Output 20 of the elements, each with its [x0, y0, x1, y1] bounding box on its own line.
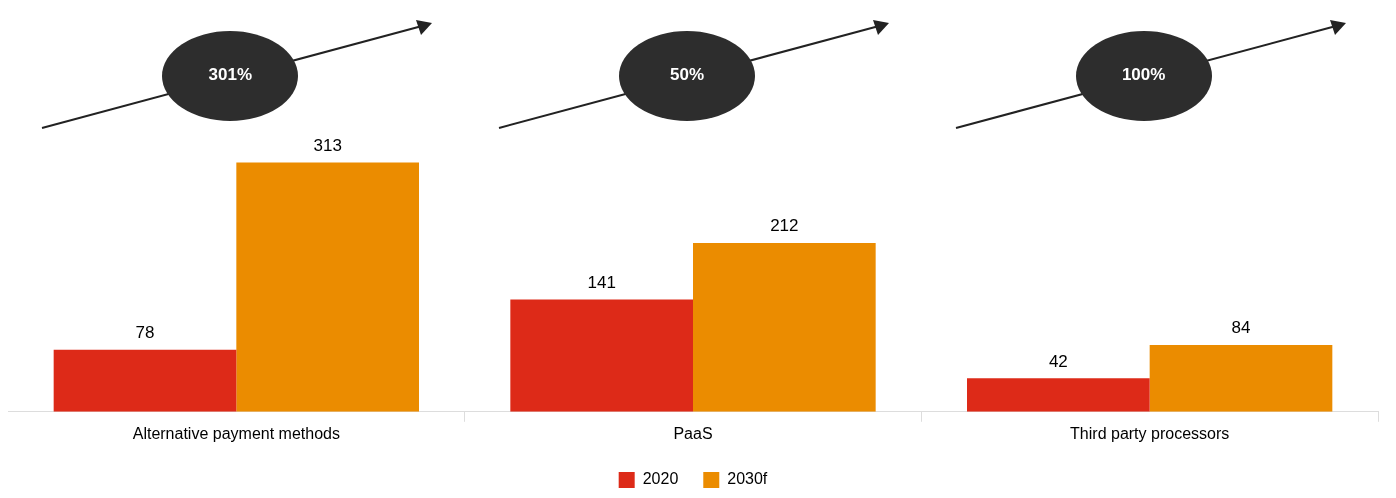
bar	[693, 242, 876, 412]
text: 50%	[669, 65, 705, 85]
data-label: 212	[770, 216, 799, 236]
data-label: 141	[587, 272, 616, 292]
legend-label: 2020	[642, 470, 679, 488]
bar	[510, 299, 693, 412]
data-label: 313	[313, 135, 342, 155]
text: 100%	[1120, 65, 1167, 85]
data-label: 84	[1231, 318, 1251, 338]
x-tick-label: Alternative payment methods	[132, 424, 340, 442]
bar	[53, 349, 237, 412]
data-label: 78	[135, 322, 155, 342]
x-tick-label: Third party processors	[1070, 424, 1230, 442]
bar	[967, 378, 1150, 412]
legend-label: 2030f	[727, 470, 768, 488]
bar	[236, 162, 419, 412]
x-tick-label: PaaS	[673, 424, 713, 442]
text: 301%	[207, 65, 254, 85]
data-label: 42	[1048, 351, 1068, 371]
bar	[1149, 344, 1333, 412]
